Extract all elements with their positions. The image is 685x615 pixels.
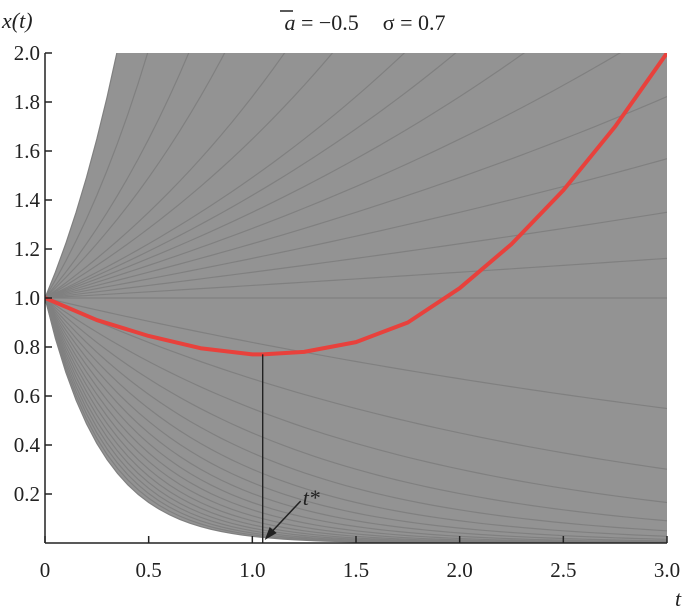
x-tick-label: 3.0 xyxy=(654,558,680,582)
title-sigma: σ = 0.7 xyxy=(383,10,446,35)
mean-curve-group xyxy=(45,53,667,357)
y-tick-label: 1.8 xyxy=(14,90,40,114)
tstar-arrowhead xyxy=(264,527,277,540)
x-tick-label: 1.0 xyxy=(239,558,265,582)
sample-path xyxy=(45,211,667,299)
y-tick-label: 0.6 xyxy=(14,384,40,408)
y-tick-label: 1.2 xyxy=(14,237,40,261)
y-tick-label: 2.0 xyxy=(14,41,40,65)
y-tick-label: 0.4 xyxy=(14,433,41,457)
x-tick-label: 2.5 xyxy=(550,558,576,582)
y-axis-label: x(t) xyxy=(1,8,33,33)
y-tick-label: 1.0 xyxy=(14,286,40,310)
tstar-arrow xyxy=(268,500,302,536)
x-tick-label: 0 xyxy=(40,558,51,582)
tstar-label: t* xyxy=(303,485,320,510)
title-a-value: = −0.5 xyxy=(295,10,358,35)
x-tick-label: 1.5 xyxy=(343,558,369,582)
sample-path xyxy=(45,53,622,299)
y-tick-label: 1.6 xyxy=(14,139,40,163)
sample-path xyxy=(45,297,667,532)
annotation: t* xyxy=(262,354,320,543)
sample-path xyxy=(45,297,667,537)
sample-path xyxy=(45,158,667,299)
sample-paths xyxy=(45,53,667,543)
y-tick-label: 0.2 xyxy=(14,482,40,506)
sample-path xyxy=(45,297,667,470)
sample-path xyxy=(45,297,667,540)
sample-path xyxy=(45,53,406,299)
sample-path xyxy=(45,96,667,299)
sample-path xyxy=(45,53,190,299)
sample-path xyxy=(45,297,667,410)
sample-path xyxy=(45,53,286,299)
y-ticks: 0.2 0.4 0.6 0.8 1.0 1.2 1.4 1.6 1.8 2.0 xyxy=(14,41,52,506)
x-tick-label: 2.0 xyxy=(447,558,473,582)
sample-path xyxy=(45,53,334,299)
mean-curve xyxy=(45,53,667,357)
x-tick-label: 0.5 xyxy=(136,558,162,582)
sample-path xyxy=(45,297,667,522)
sample-path xyxy=(45,53,526,299)
sample-path xyxy=(45,53,457,299)
sample-path xyxy=(45,297,667,504)
sample-path xyxy=(45,257,667,299)
x-axis-label: t xyxy=(675,586,682,611)
y-tick-label: 0.8 xyxy=(14,335,40,359)
title-a-symbol: a xyxy=(284,10,295,35)
y-tick-label: 1.4 xyxy=(14,188,41,212)
chart-title: a = −0.5 σ = 0.7 xyxy=(284,10,445,35)
x-ticks: 0 0.5 1.0 1.5 2.0 2.5 3.0 xyxy=(40,536,680,582)
sample-path xyxy=(45,53,226,299)
